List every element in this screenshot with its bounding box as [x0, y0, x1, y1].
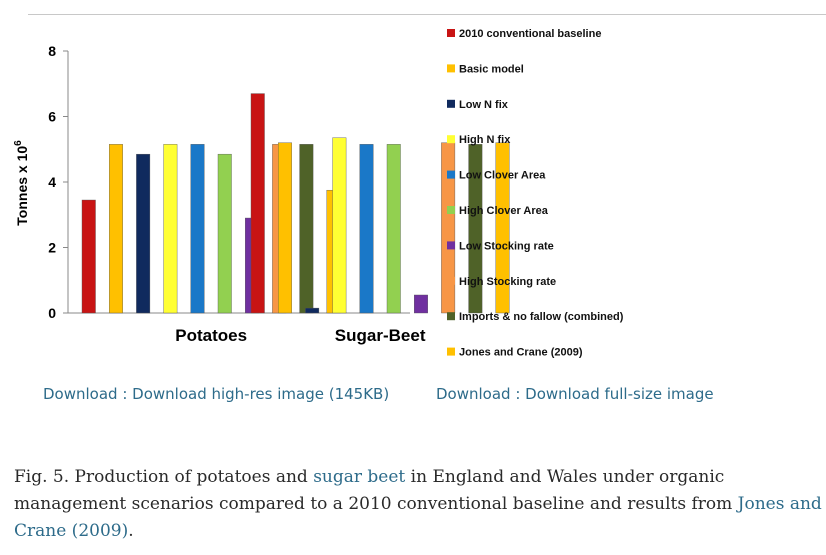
bar — [136, 153, 151, 314]
y-tick-label: 4 — [48, 174, 56, 190]
legend-label: High Clover Area — [459, 205, 549, 217]
y-axis-title: Tonnes x 106 — [13, 140, 30, 226]
top-divider — [28, 14, 826, 15]
legend-swatch — [447, 347, 455, 356]
legend-label: High Stocking rate — [459, 276, 556, 288]
figure-caption: Fig. 5. Production of potatoes and sugar… — [14, 464, 824, 545]
bar — [332, 137, 347, 314]
legend-label: Imports & no fallow (combined) — [459, 311, 624, 323]
caption-text-2: in England and Wales under organic manag… — [14, 467, 738, 514]
legend-label: Jones and Crane (2009) — [459, 347, 583, 359]
legend-label: Basic model — [459, 63, 524, 75]
y-tick-label: 2 — [48, 240, 56, 256]
bar — [359, 144, 374, 314]
bar — [441, 142, 456, 314]
bar-chart: 0 2 4 6 8 Tonnes x 106 Potatoes Sugar-Beet 2010 … — [13, 28, 624, 359]
download-fullsize-link[interactable]: Download : Download full-size image — [436, 385, 714, 403]
bar — [108, 144, 123, 314]
bar — [305, 307, 320, 314]
category-label: Sugar-Beet — [335, 326, 426, 345]
bar — [190, 144, 205, 314]
caption-text-1: Fig. 5. Production of potatoes and — [14, 467, 314, 487]
bar — [163, 144, 178, 314]
y-tick-label: 8 — [48, 43, 56, 59]
bar — [278, 142, 292, 314]
bar — [386, 144, 401, 314]
legend-swatch — [447, 241, 455, 250]
bar — [299, 144, 314, 314]
bar — [250, 93, 265, 314]
caption-text-3: . — [128, 521, 134, 541]
legend-label: Low Stocking rate — [459, 240, 554, 252]
bar — [414, 294, 428, 314]
legend-swatch — [447, 29, 455, 37]
legend-swatch — [447, 206, 455, 214]
bar — [468, 144, 483, 314]
jones-crane-link[interactable]: Jones and Crane (2009) — [14, 494, 822, 541]
sugar-beet-link[interactable]: sugar beet — [313, 467, 406, 487]
legend-swatch — [447, 276, 455, 285]
y-tick-label: 0 — [48, 305, 56, 321]
bar — [217, 153, 232, 314]
y-tick-label: 6 — [48, 109, 56, 125]
legend-label: Low Clover Area — [459, 170, 546, 182]
legend-swatch — [447, 170, 455, 179]
download-highres-link[interactable]: Download : Download high-res image (145K… — [43, 385, 390, 403]
legend-label: 2010 conventional baseline — [459, 28, 601, 40]
category-label: Potatoes — [175, 326, 247, 345]
legend-label: Low N fix — [459, 99, 509, 111]
legend-swatch — [447, 312, 455, 321]
legend-swatch — [447, 99, 455, 108]
bar — [81, 199, 96, 314]
legend-swatch — [447, 64, 455, 73]
legend-label: High N fix — [459, 134, 511, 146]
bar — [495, 142, 510, 314]
legend-swatch — [447, 135, 455, 144]
